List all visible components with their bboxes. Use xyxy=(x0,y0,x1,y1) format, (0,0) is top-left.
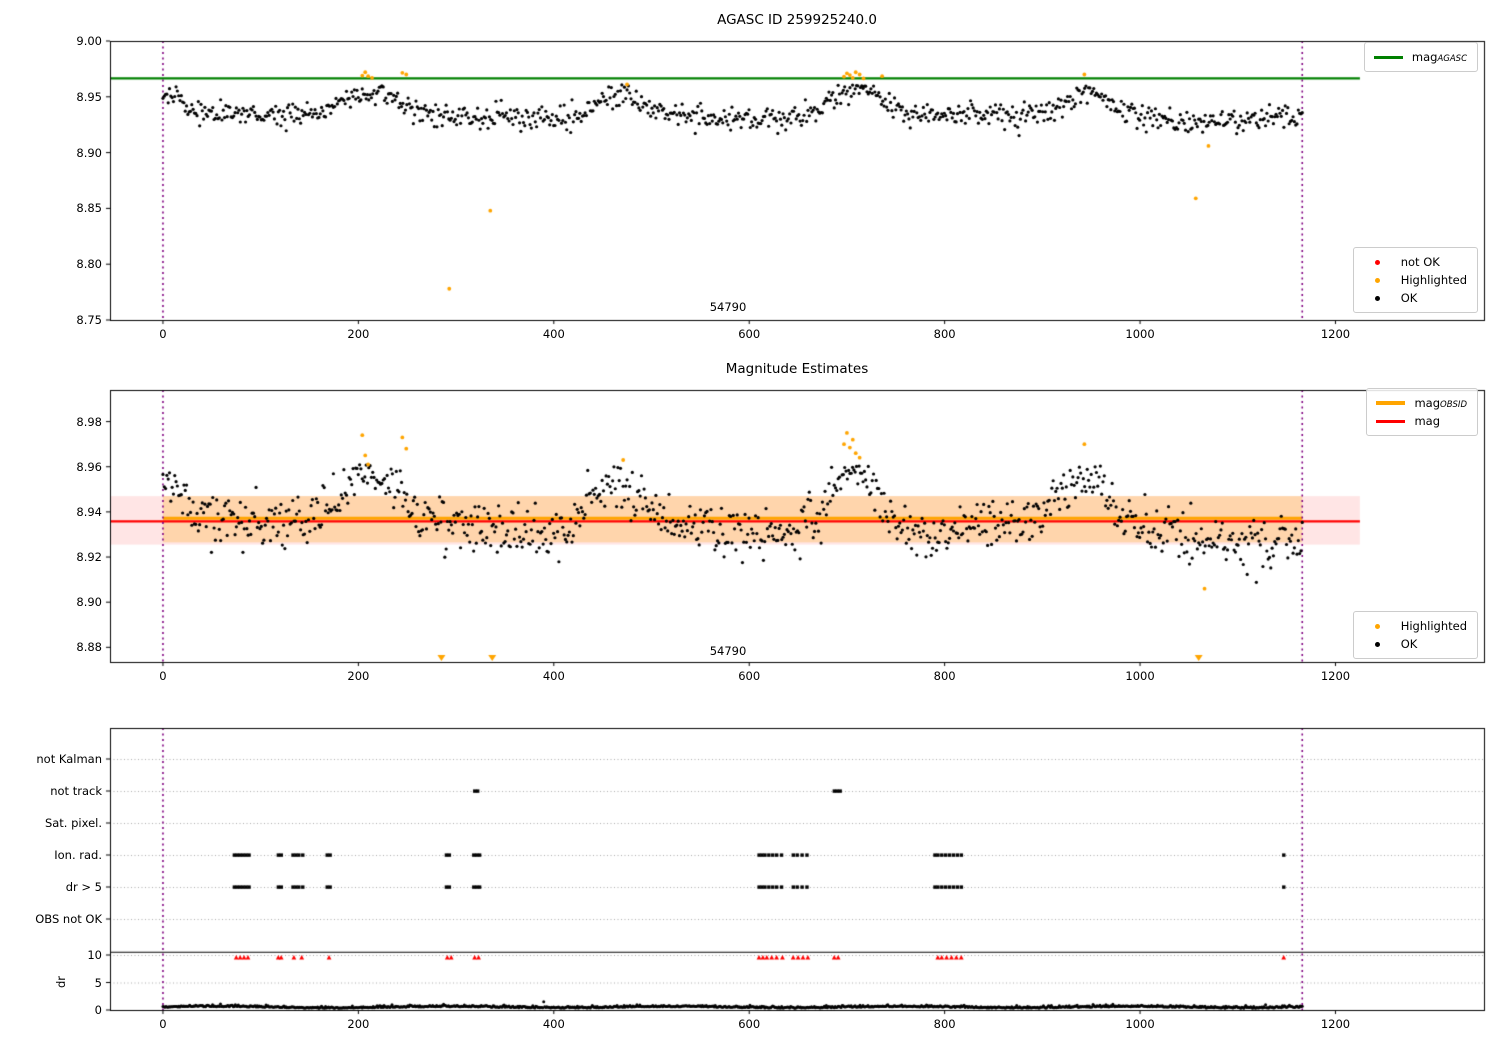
orange-dot-swatch-mid xyxy=(1363,623,1392,629)
x-tick-label: 400 xyxy=(542,669,565,683)
x-tick-label: 0 xyxy=(159,327,167,341)
red-line-swatch xyxy=(1376,419,1406,423)
dr-tick-label: 5 xyxy=(94,975,102,990)
obsid-label-middle: 54790 xyxy=(709,644,747,658)
dr-tick-label: 0 xyxy=(94,1003,102,1017)
y-tick-label: 8.80 xyxy=(76,257,102,272)
orange-dot-swatch xyxy=(1363,277,1392,283)
legend-label-mag-obsid: magOBSID xyxy=(1414,396,1467,410)
y-tick-label: 8.85 xyxy=(76,201,102,216)
x-tick-label: 800 xyxy=(933,669,956,683)
x-tick-label: 600 xyxy=(738,669,761,683)
legend-label-highlighted-mid: Highlighted xyxy=(1400,619,1467,633)
legend-label-not-ok: not OK xyxy=(1400,255,1440,269)
x-tick-label: 600 xyxy=(738,327,761,341)
legend-mag-lines: magOBSID mag xyxy=(1366,388,1478,436)
black-dot-swatch-mid xyxy=(1363,641,1392,647)
orange-line-swatch xyxy=(1376,401,1406,405)
legend-row-not-ok: not OK xyxy=(1363,253,1467,271)
y-tick-label: 8.92 xyxy=(76,550,102,565)
black-dot-swatch xyxy=(1363,295,1392,301)
x-tick-label: 200 xyxy=(347,1017,370,1031)
legend-row-mag-agasc: magAGASC xyxy=(1373,48,1467,66)
legend-row-mag: mag xyxy=(1376,412,1467,430)
x-tick-label: 1000 xyxy=(1125,1017,1155,1031)
y-tick-label: 9.00 xyxy=(76,34,102,48)
legend-mag-agasc: magAGASC xyxy=(1363,42,1478,72)
flag-row-label: dr > 5 xyxy=(65,880,102,894)
legend-label-mag-agasc: magAGASC xyxy=(1411,50,1467,64)
flag-row-label: OBS not OK xyxy=(35,912,102,926)
legend-row-ok-mid: OK xyxy=(1363,635,1467,653)
legend-middle-points: Highlighted OK xyxy=(1352,611,1478,659)
y-tick-label: 8.75 xyxy=(76,313,102,327)
y-tick-label: 8.95 xyxy=(76,89,102,104)
legend-row-mag-obsid: magOBSID xyxy=(1376,394,1467,412)
red-dot-swatch xyxy=(1363,259,1392,265)
x-tick-label: 200 xyxy=(347,669,370,683)
x-tick-label: 400 xyxy=(542,327,565,341)
top-plot-title: AGASC ID 259925240.0 xyxy=(717,12,877,28)
y-tick-label: 8.98 xyxy=(76,414,102,429)
y-tick-label: 8.90 xyxy=(76,145,102,160)
x-tick-label: 1200 xyxy=(1320,1017,1351,1031)
flag-row-label: not Kalman xyxy=(36,752,102,766)
dr-tick-label: 10 xyxy=(87,948,102,962)
x-tick-label: 0 xyxy=(159,669,167,683)
x-tick-label: 1200 xyxy=(1320,669,1351,683)
x-tick-label: 1000 xyxy=(1125,327,1155,341)
legend-label-ok: OK xyxy=(1400,291,1418,305)
y-tick-label: 8.94 xyxy=(76,504,102,519)
legend-row-ok: OK xyxy=(1363,289,1467,307)
flag-row-label: Sat. pixel. xyxy=(44,816,102,830)
x-tick-label: 800 xyxy=(933,327,956,341)
legend-label-highlighted: Highlighted xyxy=(1400,273,1467,287)
legend-label-ok-mid: OK xyxy=(1400,637,1418,651)
x-tick-label: 400 xyxy=(542,1017,565,1031)
x-tick-label: 0 xyxy=(159,1017,167,1031)
green-line-swatch xyxy=(1373,55,1403,59)
y-tick-label: 8.96 xyxy=(76,459,102,474)
x-tick-label: 600 xyxy=(738,1017,761,1031)
x-tick-label: 200 xyxy=(347,327,370,341)
legend-label-mag: mag xyxy=(1414,414,1441,428)
y-tick-label: 8.88 xyxy=(76,640,102,655)
obsid-label-top: 54790 xyxy=(709,300,747,314)
legend-top-points: not OK Highlighted OK xyxy=(1352,247,1478,313)
x-tick-label: 800 xyxy=(933,1017,956,1031)
y-tick-label: 8.90 xyxy=(76,595,102,610)
flag-row-label: not track xyxy=(50,784,102,798)
middle-plot-title: Magnitude Estimates xyxy=(725,361,869,377)
x-tick-label: 1000 xyxy=(1125,669,1155,683)
x-tick-label: 1200 xyxy=(1320,327,1351,341)
legend-row-highlighted: Highlighted xyxy=(1363,271,1467,289)
flag-row-label: Ion. rad. xyxy=(54,848,102,862)
legend-row-highlighted-mid: Highlighted xyxy=(1363,617,1467,635)
